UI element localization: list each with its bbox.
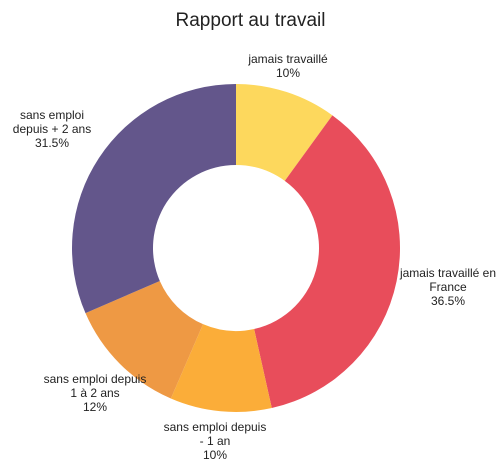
slice-value: 12%: [82, 400, 108, 414]
slice-name: sans emploi depuis - 1 an: [163, 420, 267, 448]
donut-slice: [85, 280, 204, 399]
slice-label: sans emploi depuis + 2 ans 31.5%: [2, 108, 102, 150]
slice-value: 36.5%: [430, 294, 466, 308]
slice-name: sans emploi depuis 1 à 2 ans: [43, 372, 147, 400]
slice-value: 10%: [275, 66, 301, 80]
slice-name: jamais travaillé en France: [399, 266, 497, 294]
slice-name: sans emploi depuis + 2 ans: [12, 108, 92, 136]
slice-label: sans emploi depuis 1 à 2 ans 12%: [40, 372, 150, 414]
chart-title: Rapport au travail: [175, 10, 326, 31]
slice-label: sans emploi depuis - 1 an 10%: [160, 420, 270, 462]
slice-label: jamais travaillé 10%: [228, 52, 348, 80]
slice-value: 31.5%: [34, 136, 70, 150]
donut-slice: [254, 115, 400, 409]
slice-name: jamais travaillé: [248, 52, 328, 66]
donut-slice: [170, 324, 272, 412]
donut-slice: [236, 84, 333, 181]
slice-label: jamais travaillé en France 36.5%: [398, 266, 498, 308]
slice-value: 10%: [202, 448, 228, 462]
donut-slice: [71, 84, 236, 314]
